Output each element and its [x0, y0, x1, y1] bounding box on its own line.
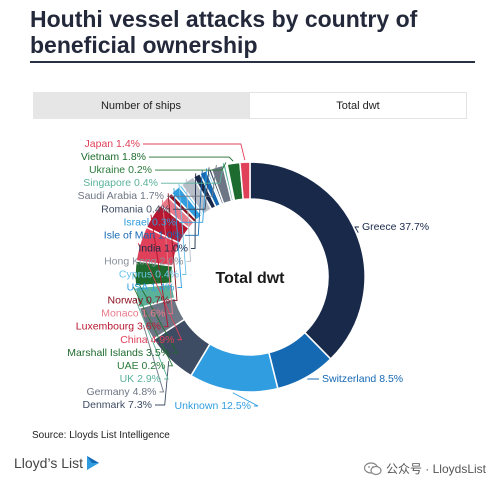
watermark-text: 公众号 · LloydsList [385, 462, 486, 476]
leader-line-uae [133, 286, 174, 367]
label-ukraine: Ukraine 0.2% [89, 164, 152, 176]
source-note: Source: Lloyds List Intelligence [32, 430, 170, 441]
label-uae: UAE 0.2% [117, 360, 165, 372]
label-cyprus: Cyprus 0.4% [119, 269, 179, 281]
donut-chart: Greece 37.7% Switzerland 8.5% Unknown 12.5… [67, 138, 429, 412]
leader-line-denmark [155, 361, 170, 406]
leader-line-saudi-arabia [167, 164, 217, 197]
leader-line-hong-kong [185, 178, 191, 262]
leader-line-china [137, 242, 183, 341]
tab-bar: Number of ships Total dwt [33, 92, 467, 119]
label-saudi-arabia: Saudi Arabia 1.7% [78, 190, 164, 202]
play-triangle-icon [87, 456, 100, 470]
wechat-watermark: 公众号 · LloydsList [363, 460, 486, 477]
leader-line-marshall-islands [132, 273, 178, 354]
leader-line-norway [167, 193, 178, 302]
slice-japan[interactable] [239, 161, 251, 201]
leader-line-monaco [161, 199, 173, 315]
lloyds-list-logo: Lloyd’s List [14, 455, 100, 471]
label-marshall-islands: Marshall Islands 3.5% [67, 347, 170, 359]
label-luxembourg: Luxembourg 3.6% [76, 321, 161, 333]
wechat-icon [363, 461, 382, 475]
label-greece: Greece 37.7% [362, 221, 429, 233]
tab-number-of-ships[interactable]: Number of ships [33, 92, 249, 119]
leader-line-india [191, 173, 197, 249]
title-divider [30, 61, 475, 63]
leader-line-luxembourg [150, 214, 169, 328]
leader-line-uk [134, 297, 169, 380]
leader-line-unknown [232, 392, 259, 407]
label-monaco: Monaco 1.6% [101, 308, 165, 320]
label-hong-kong: Hong Kong 2.0% [104, 255, 183, 267]
logo-text: Lloyd’s List [14, 455, 84, 471]
label-germany: Germany 4.8% [86, 386, 156, 398]
label-unknown: Unknown 12.5% [175, 400, 251, 412]
leader-line-vietnam [149, 156, 234, 162]
tab-total-dwt[interactable]: Total dwt [249, 92, 467, 119]
label-norway: Norway 0.7% [108, 295, 170, 307]
label-israel: Israel 0.3% [123, 216, 176, 228]
label-switzerland: Switzerland 8.5% [322, 373, 403, 385]
chart-title: Houthi vessel attacks by country of bene… [30, 6, 418, 58]
label-denmark: Denmark 7.3% [83, 399, 152, 411]
label-romania: Romania 0.4% [101, 203, 170, 215]
leader-line-cyprus [178, 183, 187, 275]
leader-line-romania [173, 167, 210, 210]
leader-line-greece [354, 226, 359, 233]
label-china: China 4.9% [120, 334, 174, 346]
label-singapore: Singapore 0.4% [83, 177, 158, 189]
leader-line-usa [173, 188, 182, 289]
leader-line-isle-of-man [185, 170, 203, 236]
center-label: Total dwt [215, 270, 285, 287]
label-japan: Japan 1.4% [85, 138, 140, 150]
label-vietnam: Vietnam 1.8% [81, 151, 146, 163]
label-isle-of-man: Isle of Man 1.0% [104, 229, 182, 241]
leader-line-israel [179, 168, 208, 223]
label-uk: UK 2.9% [120, 373, 161, 385]
leader-line-germany [142, 324, 165, 393]
label-usa: USA 1.4% [127, 282, 175, 294]
label-india: India 1.0% [138, 242, 188, 254]
leader-line-japan [143, 143, 246, 161]
leader-line-ukraine [155, 162, 227, 171]
slice-greece[interactable] [249, 161, 366, 361]
